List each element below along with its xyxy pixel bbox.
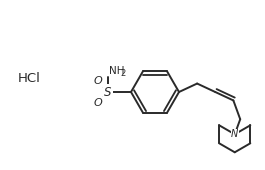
Text: S: S bbox=[104, 86, 112, 98]
Text: HCl: HCl bbox=[18, 72, 41, 84]
Text: N: N bbox=[231, 129, 239, 139]
Text: 2: 2 bbox=[120, 70, 125, 79]
Text: NH: NH bbox=[109, 66, 125, 76]
Text: O: O bbox=[94, 98, 102, 108]
Text: O: O bbox=[94, 76, 102, 86]
